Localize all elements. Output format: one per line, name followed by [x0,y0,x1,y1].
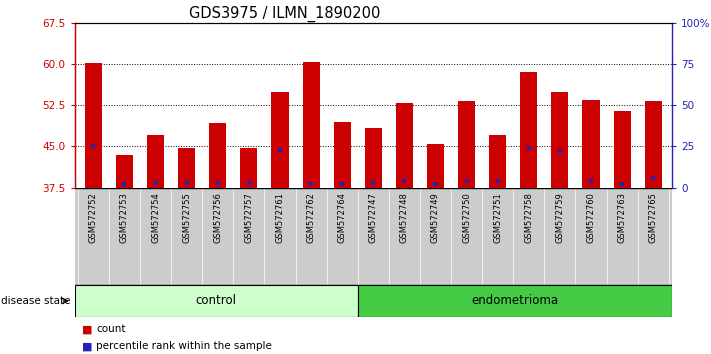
Text: GSM572760: GSM572760 [587,193,596,243]
Bar [427,144,444,188]
Bar [147,136,164,188]
Text: GSM572764: GSM572764 [338,193,347,243]
Text: GSM572748: GSM572748 [400,193,409,243]
Text: GSM572761: GSM572761 [275,193,284,243]
Text: ■: ■ [82,324,92,334]
Text: endometrioma: endometrioma [471,295,558,307]
Text: GSM572758: GSM572758 [524,193,533,243]
Text: ■: ■ [82,341,92,351]
Bar [614,111,631,188]
Bar [489,136,506,188]
Bar [302,62,320,188]
Text: GSM572749: GSM572749 [431,193,440,243]
Text: GSM572759: GSM572759 [555,193,565,243]
Bar [365,129,382,188]
Bar [551,92,569,188]
Text: GSM572747: GSM572747 [369,193,378,243]
Bar [458,102,475,188]
Bar [272,92,289,188]
Bar [520,73,538,188]
Text: GSM572755: GSM572755 [182,193,191,243]
Text: GSM572757: GSM572757 [245,193,253,243]
Text: GSM572765: GSM572765 [648,193,658,243]
Bar [178,148,196,188]
Bar [333,122,351,188]
Bar [358,285,672,317]
Bar [645,102,662,188]
Text: GSM572762: GSM572762 [306,193,316,243]
Bar [116,155,133,188]
Bar [240,148,257,188]
Text: GSM572756: GSM572756 [213,193,223,243]
Text: GSM572751: GSM572751 [493,193,502,243]
Bar [582,100,599,188]
Text: control: control [196,295,237,307]
Text: GSM572750: GSM572750 [462,193,471,243]
Text: GSM572754: GSM572754 [151,193,160,243]
Bar [85,63,102,188]
Bar [75,285,358,317]
Text: GSM572752: GSM572752 [89,193,98,243]
Text: disease state: disease state [1,296,71,306]
Text: count: count [96,324,125,334]
Text: GSM572753: GSM572753 [120,193,129,243]
Bar [209,124,226,188]
Text: GSM572763: GSM572763 [618,193,626,244]
Text: GDS3975 / ILMN_1890200: GDS3975 / ILMN_1890200 [188,5,380,22]
Bar [396,103,413,188]
Text: percentile rank within the sample: percentile rank within the sample [96,341,272,351]
